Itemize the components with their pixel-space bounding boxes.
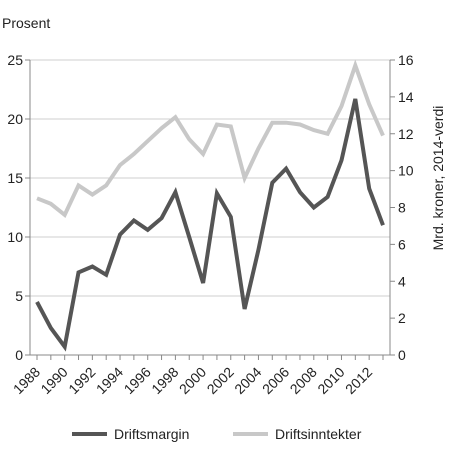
right-tick-label-12: 12 [398, 126, 414, 142]
left-tick-label-0: 0 [15, 347, 23, 363]
series-line-driftsmargin [35, 98, 385, 352]
gridlines [30, 59, 390, 297]
series-line-driftsinntekter [36, 59, 385, 219]
x-tick-label-2006: 2006 [259, 364, 292, 397]
x-tick-label-1988: 1988 [10, 364, 43, 397]
left-tick-label-15: 15 [7, 170, 23, 186]
right-tick-label-10: 10 [398, 163, 414, 179]
x-tick-label-2004: 2004 [231, 364, 264, 397]
right-tick-label-2: 2 [398, 310, 406, 326]
x-tick-label-2000: 2000 [176, 364, 209, 397]
right-axis-title: Mrd. kroner, 2014-verdi [430, 106, 446, 251]
x-tick-label-2008: 2008 [287, 364, 320, 397]
left-axis-title: Prosent [2, 15, 50, 31]
x-tick-label-2010: 2010 [314, 364, 347, 397]
x-tick-label-2002: 2002 [204, 364, 237, 397]
legend: Driftsmargin Driftsinntekter [72, 426, 362, 442]
x-tick-label-2012: 2012 [342, 364, 375, 397]
left-tick-label-20: 20 [7, 111, 23, 127]
x-tick-label-1992: 1992 [65, 364, 98, 397]
right-tick-label-6: 6 [398, 236, 406, 252]
left-axis-ticks: 0 5 10 15 20 25 [7, 52, 30, 363]
left-tick-label-5: 5 [15, 288, 23, 304]
x-axis-ticks: 1988199019921994199619982000200220042006… [10, 355, 384, 397]
series-lines [35, 59, 385, 352]
x-tick-label-1994: 1994 [93, 364, 126, 397]
right-axis-ticks: 0 2 4 6 8 10 12 14 16 [390, 52, 414, 363]
left-tick-label-10: 10 [7, 229, 23, 245]
right-tick-label-14: 14 [398, 89, 414, 105]
axes [29, 60, 391, 356]
x-tick-label-1996: 1996 [120, 364, 153, 397]
right-tick-label-8: 8 [398, 200, 406, 216]
left-tick-label-25: 25 [7, 52, 23, 68]
right-tick-label-16: 16 [398, 52, 414, 68]
legend-label-driftsinntekter: Driftsinntekter [275, 426, 362, 442]
right-tick-label-0: 0 [398, 347, 406, 363]
x-tick-label-1990: 1990 [37, 364, 70, 397]
right-tick-label-4: 4 [398, 273, 406, 289]
x-tick-label-1998: 1998 [148, 364, 181, 397]
legend-label-driftsmargin: Driftsmargin [114, 426, 189, 442]
